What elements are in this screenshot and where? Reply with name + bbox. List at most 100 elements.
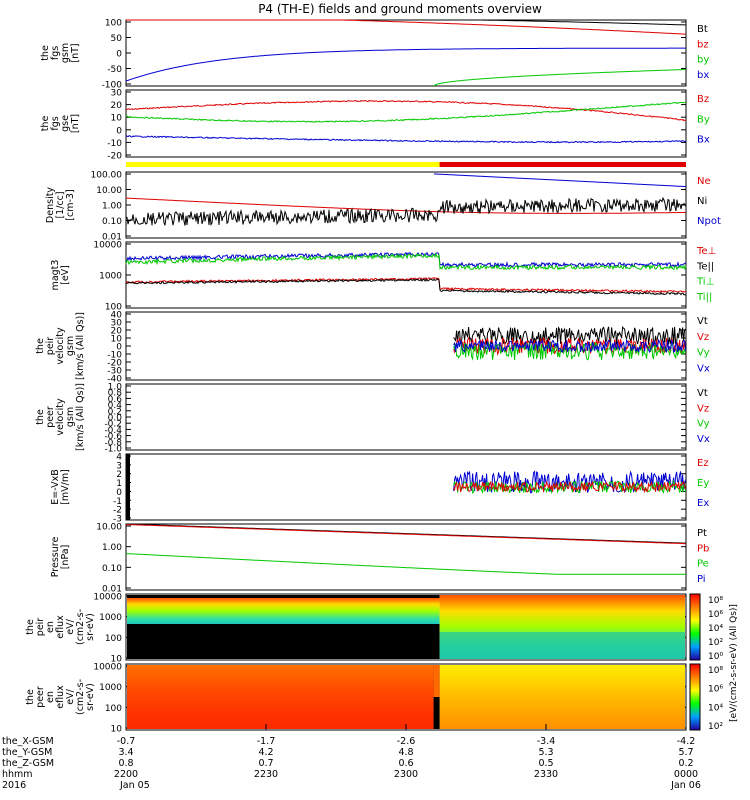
ylabel-line: fgs [50,46,61,60]
ytick-label: 0.4 [108,401,123,411]
legend-ez: Ez [697,458,709,469]
legend-npot: Npot [697,216,721,227]
axis-value: Jan 06 [670,780,701,791]
ytick-label: -40 [107,375,122,385]
axis-value: -4.2 [677,736,696,747]
panel-peer-vel: the peer velocity gsm [km/s (All Qs)] 1.00.80… [35,383,710,455]
ytick-label: -10 [107,351,122,361]
ytick-label: 0.01 [102,233,122,243]
ytick-label: 1000 [99,683,122,693]
ytick-label: 0.2 [108,407,122,417]
colorbar1-tick: 10² [708,638,723,648]
panel-frame [125,523,687,591]
legend-bt: Bt [697,24,708,35]
series-gse-by [125,101,686,123]
ytick-label: 1 [116,479,122,489]
series-vy [453,341,687,361]
ylabel-line: [nT] [70,43,81,62]
legend-vx: Vx [697,363,710,374]
ytick-label: 0.0 [108,414,123,424]
ytick-label: 0.10 [102,564,122,574]
series-bx [125,47,686,82]
legend-ti: Ti|| [696,292,712,303]
ylabel-line: magt3 [50,260,61,291]
ytick-label: 0 [116,50,122,60]
axis-row-label: the_Z-GSM [2,758,54,769]
series-bz [126,19,687,35]
series-pb [125,524,686,545]
colorbar2-tick: 10² [708,722,723,732]
axis-value: 2300 [394,769,418,780]
panel-ylabel: Density [1/cc] [cm-3] [45,187,76,223]
ylabel-line: E=-VxB [50,469,61,504]
ylabel-line: sr-eV) [85,683,96,711]
spec2-gap-top [433,665,440,697]
ytick-label: 3 [116,461,122,471]
legend-ex: Ex [697,498,709,509]
ytick-label: 1000 [99,613,122,623]
series-npot [433,173,687,188]
panel-frame [125,593,687,661]
ytick-label: 0.10 [102,217,122,227]
axis-value: 0.8 [118,758,133,769]
ylabel-line: Pressure [50,537,61,578]
spec2-right [439,665,685,729]
panel-fgs-gsm: the fgs gsm [nT] 100 50 0 -50 -100 Bt bz by bx [40,19,709,91]
colorbar2-tick: 10⁸ [708,666,723,676]
ylabel-line: eV/ [65,688,76,704]
ylabel-line: peer [35,686,46,708]
axis-row-label: hhmm [2,769,33,780]
legend-bz: Bz [697,94,709,105]
ylabel-line: peer [45,406,56,428]
ytick-label: -3 [113,515,122,525]
ylabel-line: the [35,409,46,425]
ytick-label: 0 [116,343,122,353]
ylabel-line: [km/s (All Qs)] [75,312,86,380]
ylabel-line: gse [60,115,71,132]
ylabel-line: sr-eV) [85,613,96,641]
status-strip-yellow [126,162,440,167]
ytick-label: -30 [107,367,122,377]
colorbar1-tick: 10⁸ [708,596,723,606]
figure-title: P4 (TH-E) fields and ground moments over… [258,2,542,16]
colorbar1-bar [689,593,701,661]
panel-peir-spec: the peir en eflux eV/(cm2-s-sr-eV) 10000 1000 1… [25,593,687,665]
panel-ylabel: the fgs gsm [nT] [40,43,81,63]
legend-ey: Ey [697,478,709,489]
axis-row-label: the_Y-GSM [2,747,52,758]
axis-value: 0.6 [398,758,413,769]
ytick-label: 10 [111,725,123,735]
legend-by: By [697,114,710,125]
ytick-label: -10 [107,139,122,149]
ylabel-line: [1/cc] [55,191,66,218]
panel-frame [125,89,687,158]
ytick-label: 40 [111,311,123,321]
ytick-label: 0.6 [108,395,123,405]
ytick-label: -100 [102,81,123,91]
ytick-label: 30 [111,319,123,329]
panel-peer-spec: the peer en eflux eV/(cm2-s-sr-eV) 10000 1000 1… [25,663,687,735]
axis-value: -0.7 [117,736,136,747]
panel-temp: magt3 [eV] 10000 1000 100 Te⊥ Te|| Ti⊥ Ti|| [50,241,716,313]
series-vt [453,325,686,346]
legend-ti: Ti⊥ [696,277,714,288]
ytick-label: 0 [116,488,122,498]
axis-value: 5.3 [538,747,553,758]
legend-bx: bx [697,70,709,81]
panel-pressure: Pressure [nPa] 10.00 1.00 0.10 0.01 Pt Pb Pe Pi [50,523,709,595]
ylabel-line: velocity [55,327,66,365]
ytick-label: 10 [111,335,123,345]
ytick-label: 100 [105,19,122,29]
panel-ylabel: magt3 [eV] [50,260,71,291]
ylabel-line: (cm2-s- [75,679,86,715]
ylabel-line: the [25,689,36,705]
panel-ylabel: the peer en eflux eV/(cm2-s-sr-eV) [25,679,96,715]
axis-value: 4.2 [258,747,273,758]
ytick-label: 2 [116,470,122,480]
ylabel-line: [mV/m] [60,469,71,505]
status-strip-red [439,162,686,167]
axis-value: 4.8 [398,747,413,758]
ytick-label: 0.8 [108,389,123,399]
ytick-label: 100.00 [91,171,123,181]
ytick-label: 10000 [93,663,122,673]
